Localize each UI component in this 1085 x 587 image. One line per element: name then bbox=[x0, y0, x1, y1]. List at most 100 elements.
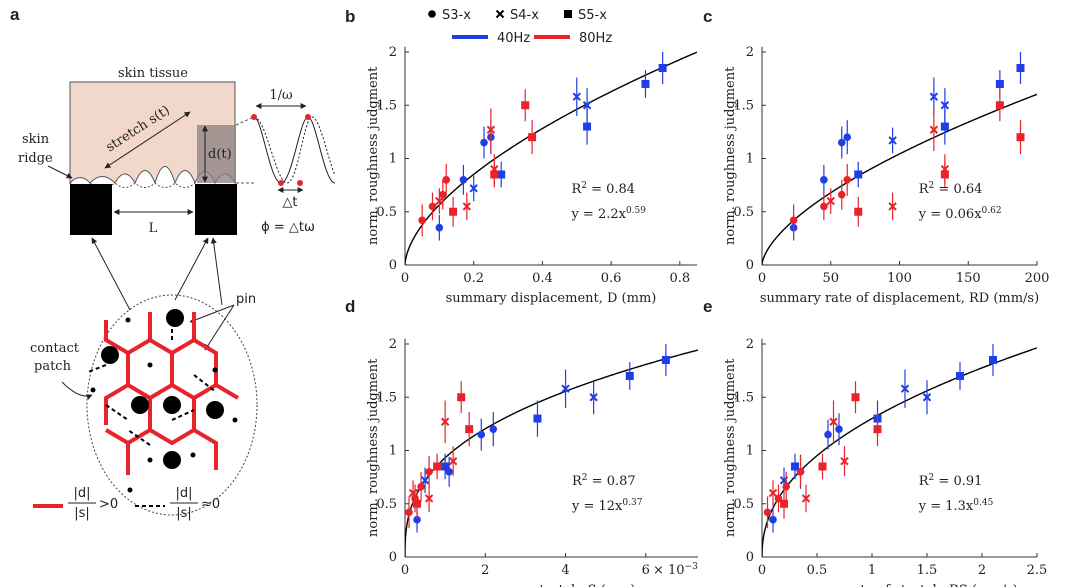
legend-label: 40Hz bbox=[497, 31, 530, 46]
label: d(t) bbox=[208, 147, 232, 162]
point bbox=[929, 92, 939, 101]
legend-marker bbox=[495, 9, 505, 19]
point bbox=[1016, 63, 1025, 72]
point bbox=[780, 499, 788, 508]
panel-letter: c bbox=[703, 7, 712, 26]
point bbox=[900, 384, 910, 393]
point bbox=[940, 101, 950, 110]
y-tick-label: 0 bbox=[746, 258, 754, 273]
y-tick-label: 2 bbox=[746, 337, 754, 352]
point bbox=[490, 170, 499, 179]
label: ridge bbox=[18, 151, 53, 166]
point bbox=[641, 79, 650, 88]
y-tick-label: 1 bbox=[746, 152, 754, 167]
point bbox=[769, 515, 777, 524]
diagram: a skin tissue stretch s(t) skin ridge d(… bbox=[10, 5, 336, 521]
legend-label: 80Hz bbox=[579, 31, 612, 46]
key-den: |s| bbox=[74, 506, 90, 521]
y-tick-label: 1 bbox=[746, 444, 754, 459]
x-axis-label: summary rate of displacement, RD (mm/s) bbox=[760, 291, 1039, 306]
key-rel: ≈0 bbox=[201, 497, 220, 512]
annotation-part: × 10 bbox=[653, 563, 685, 578]
annotation-part: 0.37 bbox=[622, 498, 642, 508]
ridge-network-flat bbox=[87, 318, 217, 446]
y-tick-label: 1.5 bbox=[376, 98, 397, 113]
x-axis-label: summary stretch, S (mm) bbox=[468, 583, 636, 587]
point bbox=[829, 417, 838, 426]
point bbox=[469, 184, 478, 193]
annotation-part: = 0.87 bbox=[588, 474, 636, 489]
point bbox=[837, 138, 846, 147]
point bbox=[782, 482, 790, 491]
annotation-part: 0.59 bbox=[626, 206, 646, 216]
key-rel: >0 bbox=[99, 497, 118, 512]
point bbox=[405, 508, 413, 517]
x-tick-label: 2.5 bbox=[1027, 563, 1048, 578]
y-tick-label: 0.5 bbox=[376, 205, 397, 220]
point bbox=[572, 92, 581, 101]
point bbox=[465, 425, 474, 434]
fit-curve bbox=[762, 347, 1037, 557]
y-tick-label: 0 bbox=[389, 550, 397, 565]
x-tick-label: 0 bbox=[758, 271, 766, 286]
wave-shifted bbox=[253, 116, 336, 184]
point bbox=[873, 425, 882, 434]
x-tick-label: 0 bbox=[401, 271, 409, 286]
arrow bbox=[91, 237, 131, 311]
x-tick-label: 0.2 bbox=[463, 271, 484, 286]
panel-letter: a bbox=[10, 5, 20, 24]
key-num: |d| bbox=[73, 486, 90, 501]
x-tick-label: 2 bbox=[481, 563, 489, 578]
panel-letter: e bbox=[703, 297, 712, 316]
point bbox=[413, 515, 421, 524]
x-tick-label: 4 bbox=[561, 563, 569, 578]
wave-point bbox=[278, 180, 284, 186]
point bbox=[489, 425, 498, 434]
x-tick-label: 50 bbox=[822, 271, 839, 286]
point bbox=[940, 170, 949, 179]
point bbox=[768, 488, 778, 498]
legend-label: S5-x bbox=[578, 8, 607, 23]
annotation: R2 = 0.91 bbox=[919, 473, 983, 489]
stretch-arrow bbox=[104, 111, 191, 169]
point bbox=[583, 122, 592, 131]
point bbox=[428, 202, 437, 211]
point bbox=[801, 494, 811, 503]
y-tick-label: 1.5 bbox=[376, 390, 397, 405]
label: ϕ = △tω bbox=[261, 220, 315, 235]
key-den: |s| bbox=[176, 506, 192, 521]
point bbox=[888, 202, 897, 211]
point bbox=[843, 176, 852, 184]
arrow bbox=[47, 165, 73, 179]
annotation-part: y = 12x bbox=[571, 499, 623, 514]
annotation: y = 12x0.37 bbox=[571, 498, 643, 514]
annotation: R2 = 0.84 bbox=[571, 181, 635, 197]
y-tick-label: 0.5 bbox=[733, 205, 754, 220]
y-axis-label: norm. roughness judgment bbox=[366, 66, 381, 245]
point bbox=[929, 125, 939, 134]
x-tick-label: 6 bbox=[642, 563, 650, 578]
point bbox=[413, 499, 422, 508]
point bbox=[417, 482, 425, 491]
point bbox=[843, 133, 852, 141]
y-tick-label: 2 bbox=[389, 337, 397, 352]
x-axis-label: summary displacement, D (mm) bbox=[446, 291, 657, 306]
y-axis-label: norm. roughness judgment bbox=[723, 358, 738, 537]
y-tick-label: 2 bbox=[389, 45, 397, 60]
point bbox=[956, 371, 964, 380]
point bbox=[837, 190, 846, 199]
fit-curve bbox=[405, 349, 698, 557]
point bbox=[995, 79, 1004, 88]
point bbox=[658, 63, 667, 72]
point bbox=[462, 202, 472, 211]
annotation-part: 0.62 bbox=[982, 206, 1002, 216]
x-tick-label: 0 bbox=[758, 563, 766, 578]
label: skin tissue bbox=[118, 66, 188, 81]
y-tick-label: 0 bbox=[746, 550, 754, 565]
point bbox=[1016, 133, 1025, 142]
y-tick-label: 1 bbox=[389, 152, 397, 167]
connector bbox=[235, 116, 255, 126]
annotation-part: = 0.91 bbox=[934, 474, 982, 489]
point bbox=[625, 371, 634, 380]
